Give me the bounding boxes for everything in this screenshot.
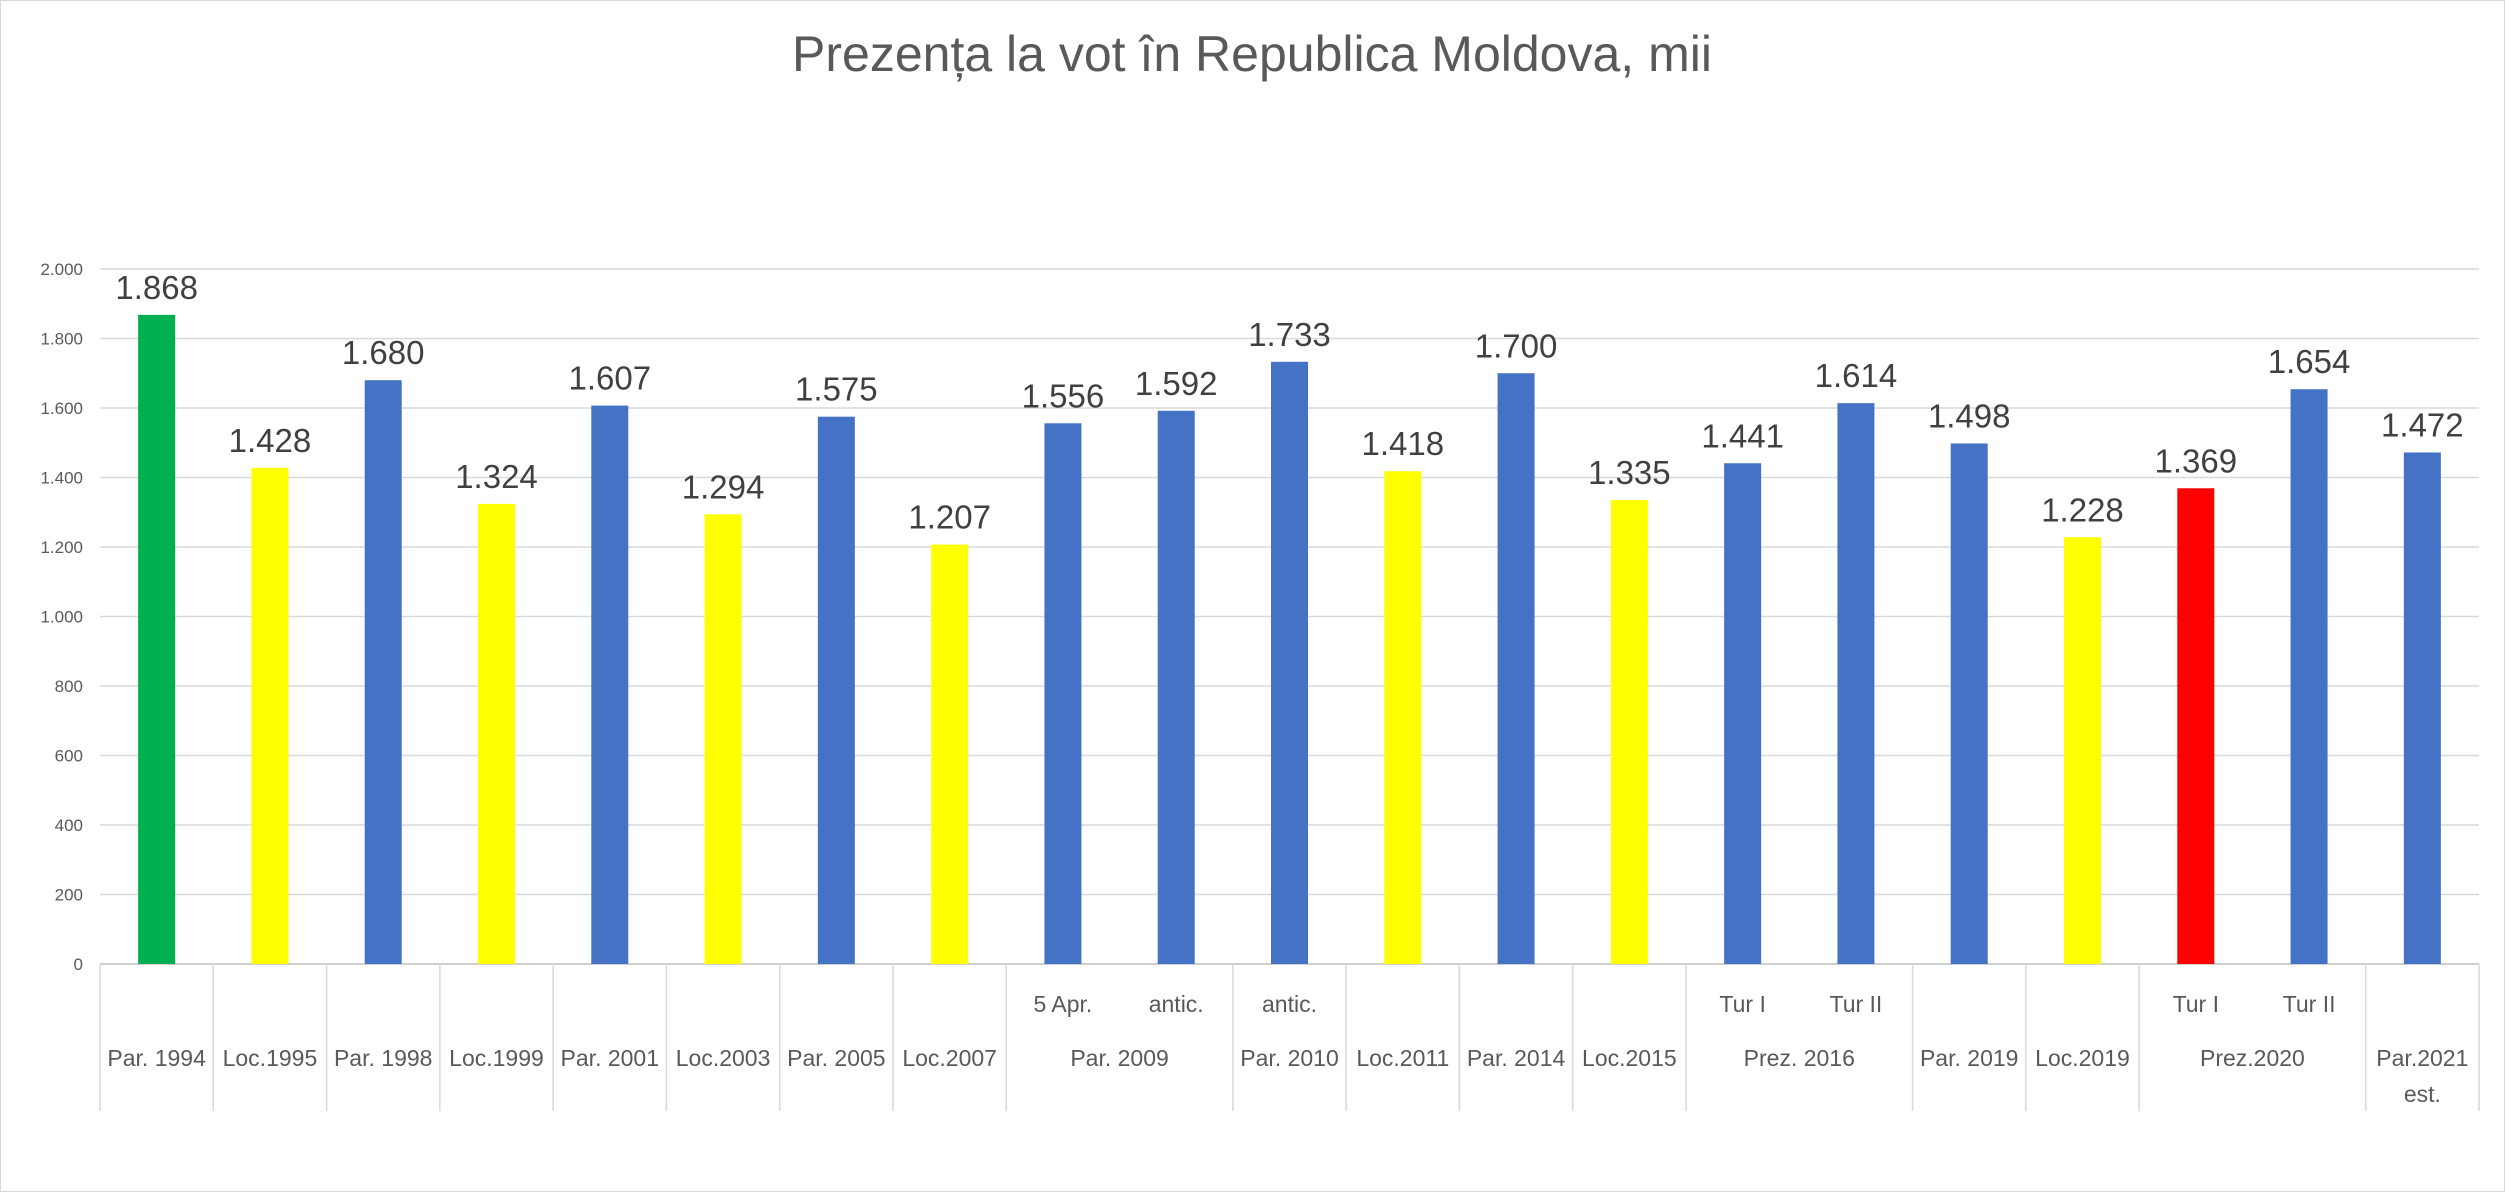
y-tick-label: 1.800: [40, 330, 83, 349]
category-label: Loc.1995: [223, 1045, 318, 1071]
bar: [704, 514, 742, 964]
data-label: 1.654: [2268, 343, 2351, 380]
data-label: 1.592: [1135, 365, 1218, 402]
category-label: Par. 2019: [1920, 1045, 2018, 1071]
category-label: Loc.2007: [902, 1045, 997, 1071]
data-label: 1.418: [1361, 425, 1444, 462]
category-label: Par. 2010: [1240, 1045, 1338, 1071]
data-label: 1.868: [115, 269, 198, 306]
data-label: 1.680: [342, 334, 425, 371]
category-label: Loc.2015: [1582, 1045, 1677, 1071]
data-label: 1.498: [1928, 397, 2011, 434]
bar: [931, 544, 969, 964]
data-labels: 1.868 1.428 1.680 1.324 1.607 1.294 1.575 1.207…: [115, 269, 2463, 536]
bar: [1837, 403, 1875, 964]
y-tick-label: 400: [55, 816, 83, 835]
bar: [1271, 361, 1308, 965]
sub-category-label: Tur I: [2173, 991, 2219, 1017]
sub-category-label: 5 Apr.: [1034, 991, 1093, 1017]
category-label: Prez. 2016: [1744, 1045, 1855, 1071]
data-label: 1.607: [568, 360, 651, 397]
bar: [1724, 463, 1762, 964]
bar: [2177, 488, 2215, 964]
bar: [1497, 373, 1535, 964]
sub-category-label: Tur II: [2283, 991, 2336, 1017]
category-label: Loc.1999: [449, 1045, 544, 1071]
bar: [1610, 500, 1648, 964]
y-tick-label: 2.000: [40, 260, 83, 279]
sub-category-label: Tur II: [1830, 991, 1883, 1017]
chart-title: Prezența la vot în Republica Moldova, mi…: [792, 26, 1712, 82]
bar: [2064, 537, 2101, 964]
y-tick-label: 1.400: [40, 469, 83, 488]
y-tick-label: 1.200: [40, 538, 83, 557]
category-label: Par. 2001: [561, 1045, 659, 1071]
data-label: 1.228: [2041, 491, 2124, 528]
data-label: 1.428: [229, 422, 312, 459]
category-label: Par. 2014: [1467, 1045, 1566, 1071]
bar: [1157, 410, 1195, 964]
data-label: 1.700: [1475, 327, 1558, 364]
data-label: 1.733: [1248, 316, 1331, 353]
bar: [251, 467, 289, 964]
category-label: Par. 2005: [787, 1045, 885, 1071]
category-label: Par. 2009: [1070, 1045, 1168, 1071]
data-label: 1.472: [2381, 406, 2464, 443]
data-label: 1.369: [2154, 442, 2237, 479]
data-label: 1.556: [1022, 377, 1105, 414]
bar: [1384, 471, 1422, 964]
category-axis: 5 Apr. antic. antic. Tur I Tur II Tur I Tur II…: [99, 964, 2480, 1111]
y-tick-label: 1.000: [40, 608, 83, 627]
bar: [1044, 423, 1082, 964]
data-label: 1.441: [1701, 417, 1784, 454]
y-tick-label: 1.600: [40, 399, 83, 418]
y-tick-label: 600: [55, 747, 83, 766]
y-axis-tick-labels: 0 200 400 600 800 1.000 1.200 1.400 1.600 1.800 2.…: [40, 260, 83, 974]
sub-category-label: Tur I: [1719, 991, 1765, 1017]
category-label: Loc.2003: [676, 1045, 771, 1071]
category-label: Loc.2019: [2035, 1045, 2130, 1071]
y-tick-label: 0: [74, 955, 83, 974]
y-tick-label: 800: [55, 677, 83, 696]
data-label: 1.294: [682, 468, 765, 505]
data-label: 1.324: [455, 458, 538, 495]
bar: [591, 405, 629, 964]
category-label: Loc.2011: [1356, 1045, 1449, 1071]
data-label: 1.575: [795, 371, 878, 408]
data-label: 1.207: [908, 499, 991, 536]
y-tick-label: 200: [55, 886, 83, 905]
category-label: Par. 1998: [334, 1045, 432, 1071]
category-label: Prez.2020: [2200, 1045, 2305, 1071]
bar: [364, 380, 402, 964]
category-label: Par.2021: [2376, 1045, 2468, 1071]
data-label: 1.335: [1588, 454, 1671, 491]
bar: [2290, 389, 2328, 964]
sub-category-label: antic.: [1262, 991, 1317, 1017]
bar: [1950, 443, 1988, 964]
bar: [138, 314, 176, 964]
data-label: 1.614: [1815, 357, 1898, 394]
bar: [817, 416, 855, 964]
bar: [2403, 452, 2441, 964]
category-label: Par. 1994: [107, 1045, 206, 1071]
bar: [478, 503, 515, 964]
sub-category-label: antic.: [1149, 991, 1204, 1017]
category-label: est.: [2404, 1081, 2441, 1107]
bars: [138, 314, 2441, 965]
